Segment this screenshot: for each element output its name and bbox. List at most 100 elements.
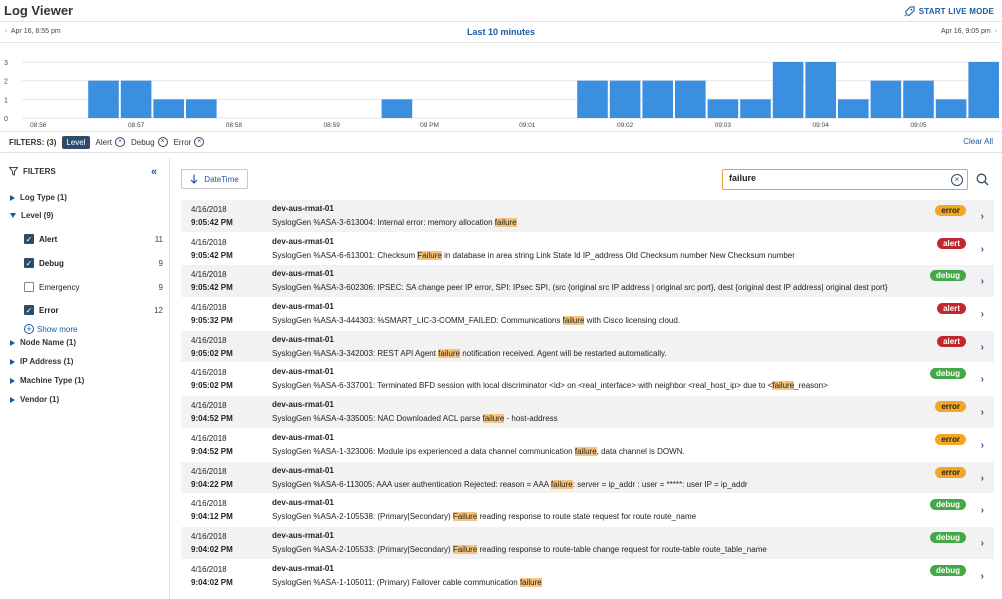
log-row[interactable]: 4/16/2018 9:05:02 PM dev-aus-rmat-01 Syslog… — [181, 363, 994, 397]
log-row[interactable]: 4/16/2018 9:04:02 PM dev-aus-rmat-01 Syslog… — [181, 526, 994, 560]
log-row[interactable]: 4/16/2018 9:05:02 PM dev-aus-rmat-01 Syslog… — [181, 330, 994, 364]
log-message: SyslogGen %ASA-2-105533: (Primary|Second… — [272, 544, 767, 554]
chevron-right-icon[interactable]: › — [980, 341, 984, 353]
log-date: 4/16/2018 — [191, 335, 227, 345]
chevron-right-icon[interactable]: › — [980, 309, 984, 321]
level-option-count: 11 — [154, 234, 163, 244]
log-row[interactable]: 4/16/2018 9:04:02 PM dev-aus-rmat-01 Syslog… — [181, 560, 994, 593]
histogram-bar[interactable] — [120, 80, 152, 118]
histogram-bar[interactable] — [609, 80, 641, 118]
log-date: 4/16/2018 — [191, 368, 227, 378]
range-end-label: Apr 16, 9:05 pm — [940, 28, 991, 35]
histogram-bar[interactable] — [88, 80, 119, 118]
remove-filter-icon[interactable]: × — [194, 137, 205, 147]
chevron-right-icon[interactable]: › — [980, 374, 984, 386]
chevron-right-icon[interactable]: › — [980, 243, 984, 255]
log-message-text: SyslogGen %ASA-6-113005: AAA user authen… — [272, 479, 551, 489]
log-message-text: SyslogGen %ASA-3-602306: IPSEC: SA chang… — [272, 283, 888, 293]
x-tick-label: 09:05 — [910, 122, 927, 129]
histogram-bar[interactable] — [838, 99, 869, 118]
histogram-bar[interactable] — [935, 99, 967, 118]
histogram-bar[interactable] — [381, 99, 413, 118]
chevron-right-icon[interactable]: › — [980, 537, 984, 549]
histogram-bar[interactable] — [707, 99, 739, 118]
filters-count-label: FILTERS: (3) — [9, 137, 57, 147]
filter-group-log-type[interactable]: Log Type (1) — [10, 193, 67, 202]
search-button[interactable] — [972, 169, 993, 190]
histogram-bar[interactable] — [675, 80, 706, 118]
checkbox-checked-icon[interactable]: ✓ — [24, 305, 34, 315]
search-input[interactable] — [729, 173, 944, 183]
previous-range-button[interactable]: ‹ Apr 16, 8:55 pm — [5, 28, 61, 35]
histogram-bar[interactable] — [740, 99, 771, 118]
log-row[interactable]: 4/16/2018 9:04:52 PM dev-aus-rmat-01 Syslog… — [181, 396, 994, 429]
chevron-right-icon[interactable]: › — [980, 407, 984, 419]
log-row[interactable]: 4/16/2018 9:05:32 PM dev-aus-rmat-01 Syslog… — [181, 298, 994, 331]
start-live-mode-button[interactable]: START LIVE MODE — [904, 6, 994, 17]
remove-filter-icon[interactable]: × — [114, 137, 125, 147]
filter-group-chip[interactable]: Level — [62, 135, 90, 149]
filters-title: FILTERS — [23, 167, 56, 176]
log-message: SyslogGen %ASA-4-335005: NAC Downloaded … — [272, 414, 558, 424]
checkbox-checked-icon[interactable]: ✓ — [24, 234, 34, 244]
log-message-text: SyslogGen %ASA-3-342003: REST API Agent — [272, 348, 439, 358]
histogram-bar[interactable] — [968, 62, 999, 118]
sort-datetime-button[interactable]: DateTime — [181, 169, 248, 189]
histogram-bar[interactable] — [642, 80, 673, 118]
filter-group-level[interactable]: Level (9) — [10, 211, 53, 220]
histogram-bar[interactable] — [870, 80, 902, 118]
histogram-bar[interactable] — [772, 62, 804, 118]
chevron-right-icon[interactable]: › — [980, 505, 984, 517]
histogram-bar[interactable] — [186, 99, 217, 118]
log-row[interactable]: 4/16/2018 9:05:42 PM dev-aus-rmat-01 Syslog… — [181, 233, 994, 266]
next-range-button[interactable]: Apr 16, 9:05 pm › — [941, 28, 997, 35]
level-option-name: Debug — [39, 258, 64, 268]
log-row[interactable]: 4/16/2018 9:04:12 PM dev-aus-rmat-01 Syslog… — [181, 494, 994, 527]
log-date: 4/16/2018 — [191, 270, 227, 280]
show-more-link[interactable]: + Show more — [24, 324, 77, 334]
collapse-sidebar-icon[interactable]: « — [151, 166, 158, 178]
log-message-text: : server = ip_addr : user = *****: user … — [572, 479, 748, 489]
log-row[interactable]: 4/16/2018 9:04:52 PM dev-aus-rmat-01 Syslog… — [181, 429, 994, 462]
log-time: 9:04:52 PM — [191, 446, 233, 456]
histogram-bar[interactable] — [577, 80, 608, 118]
log-row[interactable]: 4/16/2018 9:04:22 PM dev-aus-rmat-01 Syslog… — [181, 461, 994, 495]
log-row[interactable]: 4/16/2018 9:05:42 PM dev-aus-rmat-01 Syslog… — [181, 265, 994, 299]
chevron-right-icon[interactable]: › — [980, 570, 984, 582]
level-option-emergency[interactable]: Emergency 9 — [24, 282, 163, 292]
clear-all-link[interactable]: Clear All — [963, 137, 993, 146]
log-time: 9:04:52 PM — [191, 414, 233, 424]
log-row[interactable]: 4/16/2018 9:05:42 PM dev-aus-rmat-01 Syslog… — [181, 200, 994, 233]
level-option-alert[interactable]: ✓ Alert 11 — [24, 234, 163, 244]
filter-group-vendor[interactable]: Vendor (1) — [10, 395, 59, 404]
chevron-right-icon[interactable]: › — [980, 439, 984, 451]
level-option-count: 9 — [158, 282, 163, 292]
time-range-nav: ‹ Apr 16, 8:55 pm Last 10 minutes Apr 16… — [0, 23, 1002, 43]
filter-group-node-name[interactable]: Node Name (1) — [10, 338, 76, 347]
chevron-right-icon[interactable]: › — [980, 211, 984, 222]
search-highlight: failure — [482, 414, 505, 424]
chevron-right-icon[interactable]: › — [980, 472, 984, 484]
remove-filter-icon[interactable]: × — [157, 137, 168, 147]
log-time: 9:05:42 PM — [191, 283, 233, 293]
filter-group-label: Node Name (1) — [20, 338, 77, 347]
clear-search-icon[interactable]: × — [951, 174, 963, 186]
time-range-label[interactable]: Last 10 minutes — [466, 27, 536, 37]
log-message-text: notification received. Agent will be res… — [459, 348, 667, 358]
level-option-error[interactable]: ✓ Error 12 — [24, 305, 163, 315]
y-tick-label: 0 — [4, 116, 8, 123]
x-tick-label: 09:01 — [519, 122, 536, 129]
filter-group-ip-address[interactable]: IP Address (1) — [10, 357, 73, 366]
histogram-bar[interactable] — [903, 80, 934, 118]
histogram-bar[interactable] — [153, 99, 184, 118]
chevron-right-icon[interactable]: › — [980, 276, 984, 288]
rocket-icon — [904, 6, 915, 17]
log-time: 9:05:02 PM — [191, 348, 233, 358]
level-option-debug[interactable]: ✓ Debug 9 — [24, 258, 163, 268]
filter-group-machine-type[interactable]: Machine Type (1) — [10, 376, 84, 385]
checkbox-checked-icon[interactable]: ✓ — [24, 258, 34, 268]
log-message: SyslogGen %ASA-6-337001: Terminated BFD … — [272, 381, 828, 391]
checkbox-unchecked-icon[interactable] — [24, 282, 34, 292]
log-message-text: SyslogGen %ASA-1-323006: Module ips expe… — [272, 446, 575, 456]
histogram-bar[interactable] — [805, 62, 836, 118]
